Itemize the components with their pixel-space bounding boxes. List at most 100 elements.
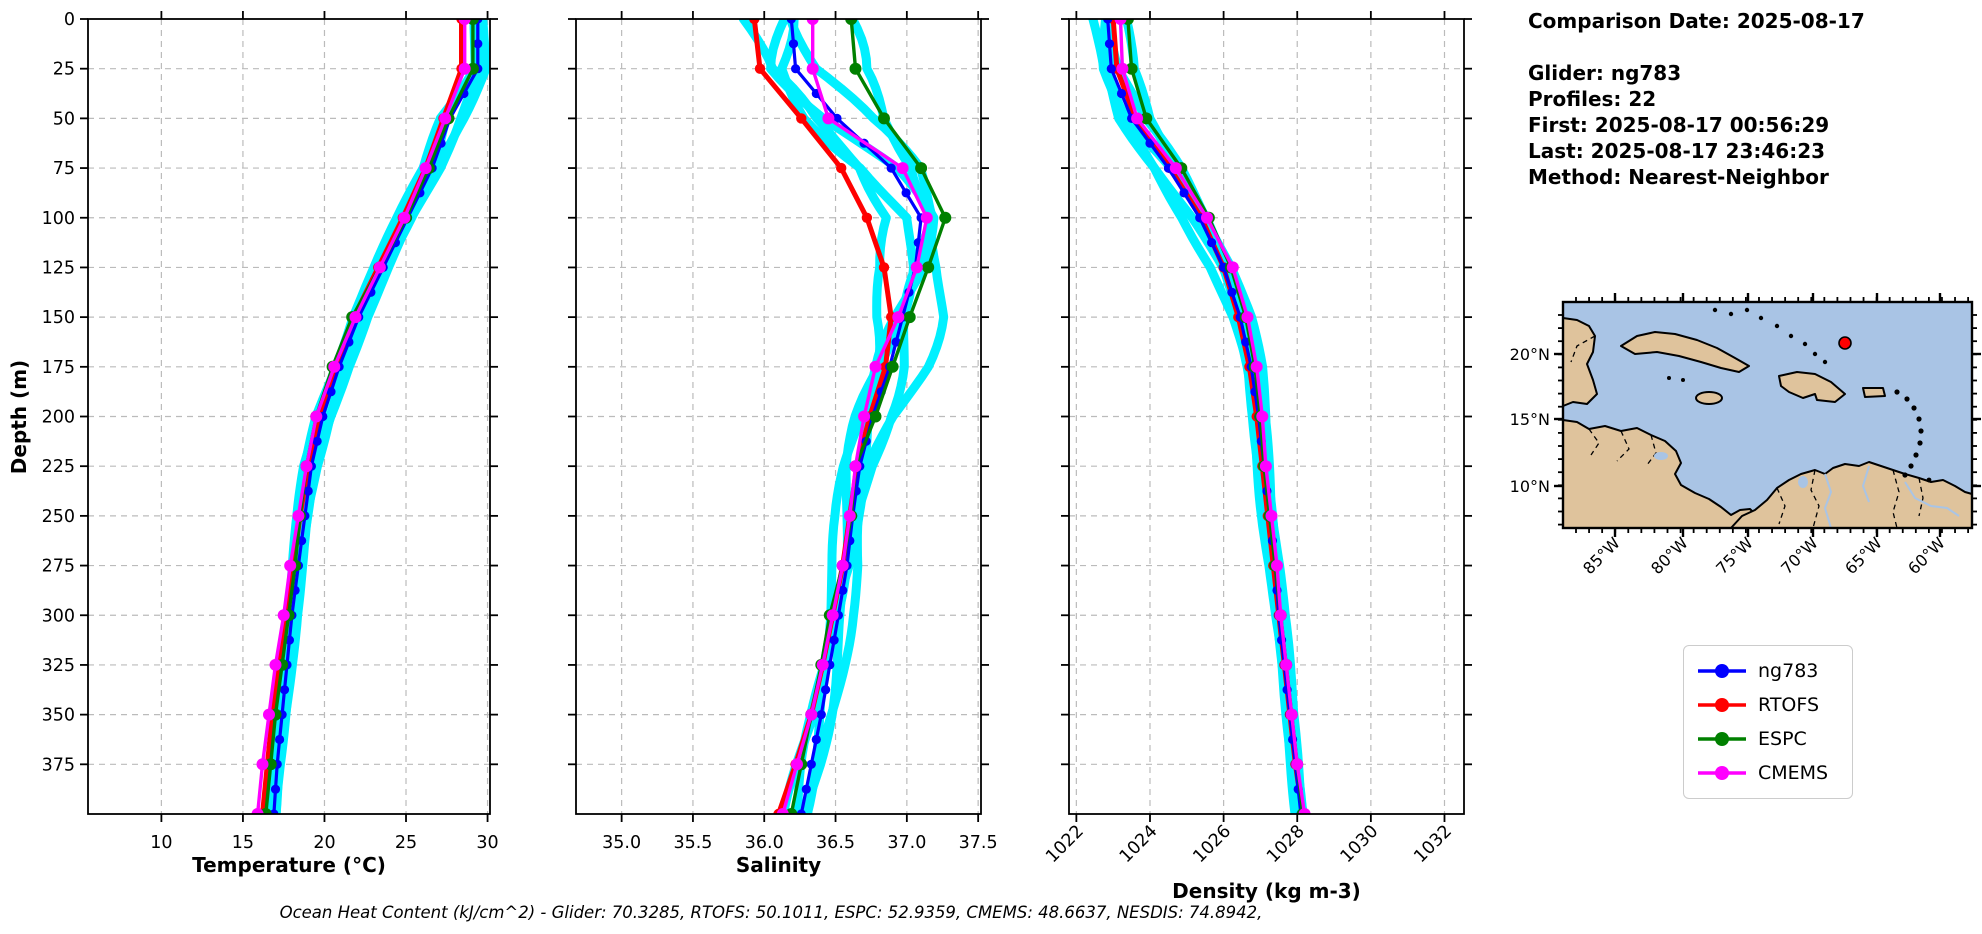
map-land-cuba [1620, 331, 1750, 373]
legend-item-ng783: ng783 [1696, 654, 1852, 688]
svg-text:350: 350 [42, 706, 75, 726]
svg-text:15: 15 [232, 833, 254, 853]
svg-text:35.5: 35.5 [673, 833, 712, 853]
first-profile-time: First: 2025-08-17 00:56:29 [1528, 113, 1830, 137]
profiles-count: Profiles: 22 [1528, 87, 1657, 111]
density-axes [1061, 11, 1472, 822]
svg-text:25: 25 [53, 60, 75, 80]
info-panel: Comparison Date: 2025-08-17 Glider: ng78… [1528, 8, 1865, 190]
svg-text:30: 30 [476, 833, 498, 853]
legend-marker-CMEMS [1698, 766, 1746, 780]
legend-label-RTOFS: RTOFS [1758, 694, 1820, 716]
legend-marker-RTOFS [1698, 698, 1746, 712]
svg-text:36.5: 36.5 [816, 833, 855, 853]
legend-item-ESPC: ESPC [1696, 722, 1852, 756]
salinity-grid [576, 19, 981, 814]
map-lon-label: 80°W [1647, 533, 1692, 578]
svg-text:1026: 1026 [1190, 821, 1236, 867]
salinity-axes [568, 11, 989, 822]
svg-text:125: 125 [42, 258, 75, 278]
depth-axis-label: Depth (m) [7, 360, 31, 474]
density-CMEMS-series [1114, 19, 1311, 814]
density-tick-labels: 1022 1024 1026 1028 1030 1032 [1042, 821, 1456, 867]
map-frame [1561, 300, 1974, 530]
svg-text:100: 100 [42, 209, 75, 229]
svg-text:1032: 1032 [1410, 821, 1456, 867]
map-ticks [1554, 293, 1981, 537]
legend-label-CMEMS: CMEMS [1758, 762, 1829, 784]
density-axis-label: Density (kg m-3) [1172, 879, 1361, 903]
comparison-date: Comparison Date: 2025-08-17 [1528, 9, 1865, 33]
salinity-CMEMS-series [776, 19, 933, 814]
last-profile-time: Last: 2025-08-17 23:46:23 [1528, 139, 1826, 163]
map-lon-label: 75°W [1712, 533, 1757, 578]
svg-text:25: 25 [395, 833, 417, 853]
interpolation-method: Method: Nearest-Neighbor [1528, 165, 1829, 189]
svg-text:375: 375 [42, 755, 75, 775]
svg-text:20: 20 [313, 833, 335, 853]
glider-name: Glider: ng783 [1528, 61, 1682, 85]
info-spacer [1528, 34, 1865, 60]
svg-text:0: 0 [64, 10, 75, 30]
legend-label-ng783: ng783 [1758, 660, 1819, 682]
map-land [1562, 317, 1973, 529]
salinity-tick-labels: 35.0 35.5 36.0 36.5 37.0 37.5 [602, 833, 997, 853]
map-land-puerto-rico [1862, 387, 1886, 398]
svg-text:250: 250 [42, 507, 75, 527]
temperature-axes [80, 11, 498, 822]
legend-item-CMEMS: CMEMS [1696, 756, 1852, 790]
legend: ng783 RTOFS ESPC CMEMS [1683, 645, 1853, 799]
svg-text:200: 200 [42, 408, 75, 428]
profile-plots: 10 15 20 25 30025507510012515017520022525027… [7, 10, 1472, 903]
salinity-plot: 35.0 35.5 36.0 36.5 37.0 37.5 Salinity [568, 11, 998, 877]
map-lake-maracaibo [1798, 476, 1808, 488]
salinity-axis-label: Salinity [736, 853, 821, 877]
legend-label-ESPC: ESPC [1758, 728, 1807, 750]
density-plot: 1022 1024 1026 1028 1030 1032 Density (kg m-3) [1042, 11, 1472, 903]
legend-marker-ESPC [1698, 732, 1746, 746]
svg-text:225: 225 [42, 457, 75, 477]
map-land-yucatan [1562, 317, 1598, 407]
map-lat-label: 10°N [1510, 477, 1550, 496]
temperature-CMEMS-series [251, 19, 471, 814]
svg-text:37.5: 37.5 [959, 833, 998, 853]
svg-text:1024: 1024 [1116, 821, 1162, 867]
map-lat-label: 20°N [1510, 345, 1550, 364]
legend-item-RTOFS: RTOFS [1696, 688, 1852, 722]
map-lon-label: 60°W [1904, 533, 1949, 578]
map-rivers [1823, 465, 1960, 529]
svg-text:175: 175 [42, 358, 75, 378]
svg-text:150: 150 [42, 308, 75, 328]
svg-text:75: 75 [53, 159, 75, 179]
svg-text:1022: 1022 [1042, 821, 1088, 867]
map-lon-label: 70°W [1777, 533, 1822, 578]
map-land-south-america [1730, 461, 1973, 529]
svg-text:36.0: 36.0 [745, 833, 784, 853]
svg-text:275: 275 [42, 557, 75, 577]
map-lon-label: 65°W [1841, 533, 1886, 578]
density-grid [1069, 19, 1464, 814]
map-lake-nicaragua [1654, 452, 1668, 460]
svg-text:300: 300 [42, 606, 75, 626]
glider-location-marker [1838, 336, 1852, 350]
temperature-axis-label: Temperature (°C) [192, 853, 386, 877]
svg-text:1030: 1030 [1337, 821, 1383, 867]
map-inset: 85°W 80°W 75°W 70°W 65°W 60°W 20°N 15°N 10°N [1510, 293, 1981, 578]
map-small-islands [1667, 307, 1932, 483]
map-lon-label: 85°W [1579, 533, 1624, 578]
temperature-tick-labels: 10 15 20 25 30025507510012515017520022525027… [42, 10, 499, 853]
legend-marker-ng783 [1698, 664, 1746, 678]
svg-text:37.0: 37.0 [887, 833, 926, 853]
map-borders [1570, 335, 1924, 529]
svg-text:35.0: 35.0 [602, 833, 641, 853]
svg-text:10: 10 [150, 833, 172, 853]
map-land-hispaniola [1778, 371, 1846, 403]
ocean-heat-content-caption: Ocean Heat Content (kJ/cm^2) - Glider: 7… [279, 903, 1263, 922]
svg-text:1028: 1028 [1263, 821, 1309, 867]
map-lat-label: 15°N [1510, 410, 1550, 429]
temperature-plot: 10 15 20 25 30025507510012515017520022525027… [7, 10, 499, 877]
svg-text:325: 325 [42, 656, 75, 676]
map-land-jamaica [1695, 391, 1723, 405]
svg-text:50: 50 [53, 109, 75, 129]
